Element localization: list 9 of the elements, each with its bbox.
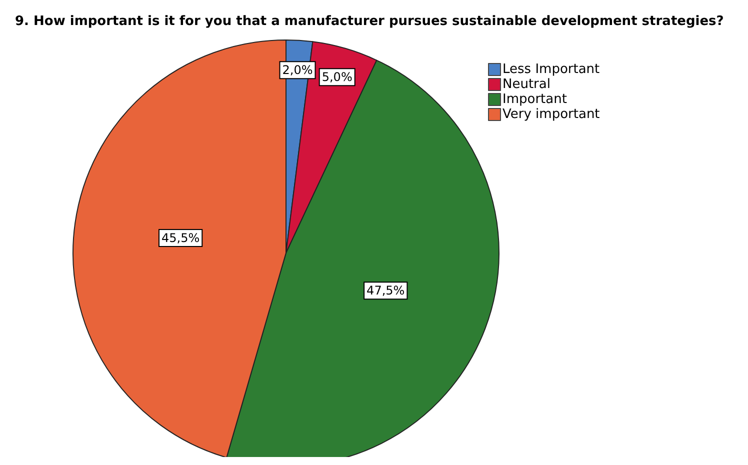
legend-label: Less Important <box>502 62 600 77</box>
data-label: 2,0% <box>282 63 313 78</box>
chart-title: 9. How important is it for you that a manufacturer pursues sustainable development strategies? <box>15 14 724 29</box>
data-label: 47,5% <box>366 284 405 298</box>
legend-label: Neutral <box>502 77 550 92</box>
legend-label: Important <box>502 92 567 107</box>
data-label: 45,5% <box>162 230 200 245</box>
data-label: 5,0% <box>322 70 352 84</box>
legend-label: Very important <box>502 107 600 122</box>
